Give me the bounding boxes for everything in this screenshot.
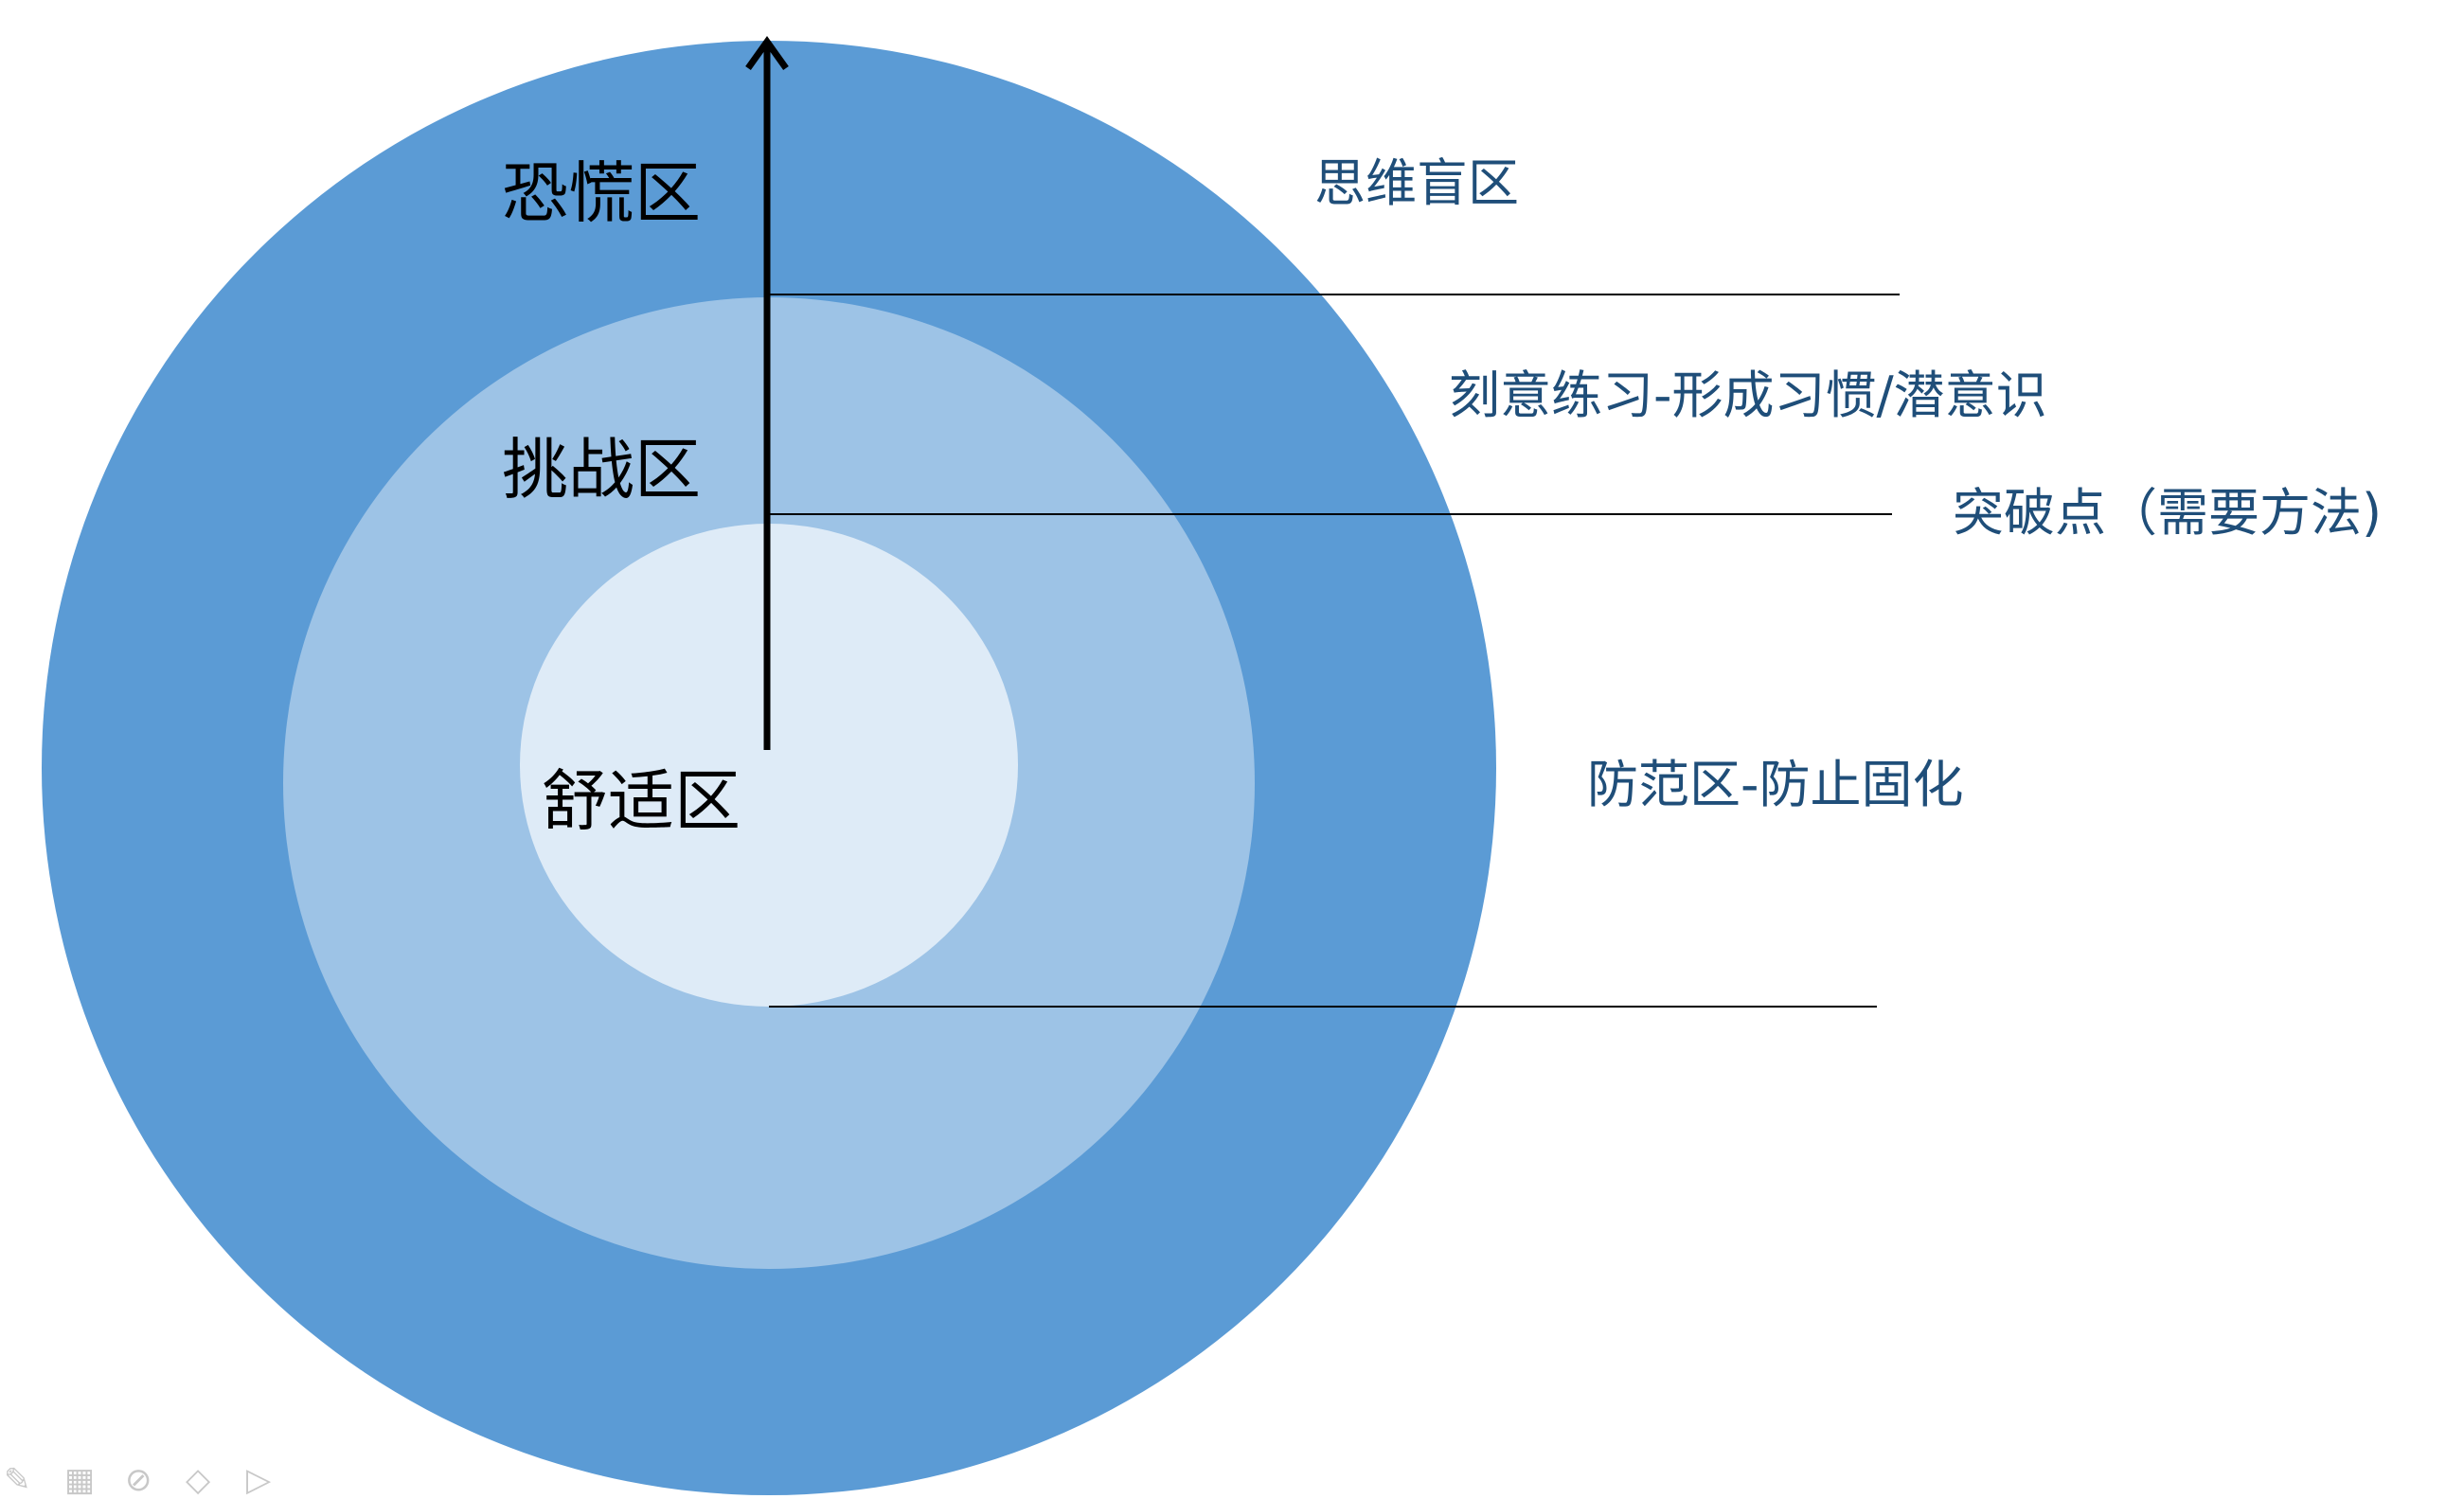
- pointer-icon[interactable]: ▷: [246, 1461, 272, 1499]
- challenge-zone-label: 挑战区: [502, 431, 701, 509]
- comfort-zone-core: [520, 524, 1018, 1007]
- grid-icon[interactable]: ▦: [64, 1461, 96, 1499]
- guard-zone-annotation: 防范区-防止固化: [1587, 755, 1964, 814]
- panic-zone-label: 恐慌区: [502, 154, 701, 232]
- breakthrough-annotation: 突破点（需要方法): [1953, 483, 2382, 543]
- growth-arrow-head: [745, 35, 789, 71]
- comfort-zone-label: 舒适区: [542, 762, 741, 840]
- deliberate-practice-annotation: 刻意练习-形成习惯/潜意识: [1449, 366, 2047, 425]
- eraser-icon[interactable]: ◇: [186, 1461, 211, 1499]
- blind-spot-annotation: 思维盲区: [1314, 153, 1519, 213]
- pin-icon[interactable]: ⊘: [125, 1461, 152, 1499]
- pen-icon[interactable]: ✎: [4, 1461, 31, 1499]
